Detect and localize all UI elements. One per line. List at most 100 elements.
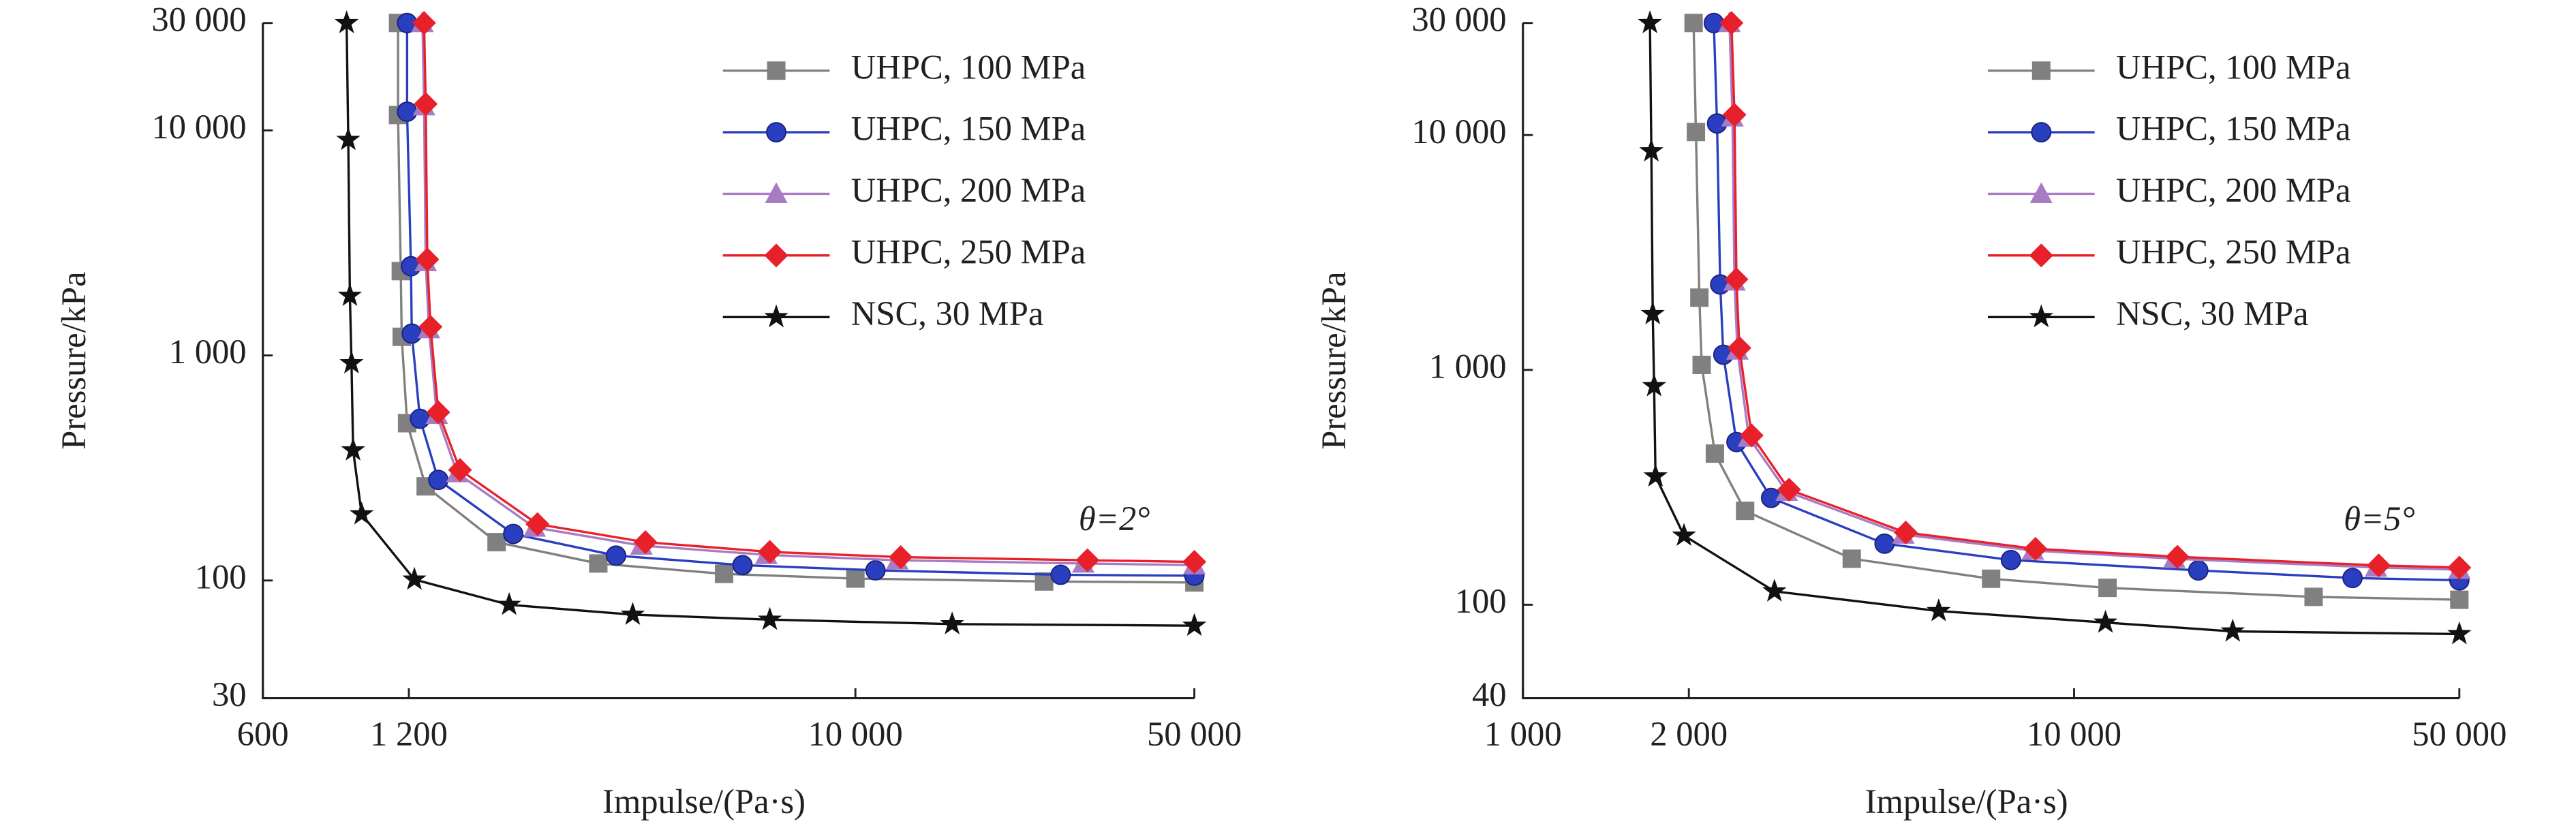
marker-circle [865,559,886,581]
x-axis-label: Impulse/(Pa·s) [1865,782,2068,820]
marker-star [497,591,521,615]
marker-star [334,10,359,33]
marker-star [757,606,782,630]
marker-square [846,569,865,588]
marker-square [714,564,733,583]
y-tick-label: 40 [1472,675,1507,713]
marker-square [1736,502,1755,521]
marker-diamond [2023,536,2048,561]
series-line [397,22,1195,584]
marker-diamond [1075,548,1100,572]
marker-diamond [1719,11,1744,35]
marker-star [402,566,427,590]
marker-circle [2342,568,2363,589]
marker-diamond [1739,423,1764,448]
marker-circle [397,102,418,122]
series [1638,10,2472,645]
marker-square [1982,569,2001,588]
marker-diamond [633,530,658,555]
marker-diamond [1893,520,1918,544]
legend-label: UHPC, 250 MPa [2116,232,2350,271]
marker-circle [503,523,524,544]
marker-star [2093,609,2118,633]
series [334,10,1207,636]
marker-star [940,611,964,634]
marker-diamond [2165,544,2190,569]
marker-circle [766,122,787,143]
marker-diamond [889,545,913,570]
legend-label: UHPC, 150 MPa [851,110,1086,148]
y-tick-label: 30 000 [151,0,246,38]
marker-star [764,304,788,328]
marker-diamond [764,243,788,268]
marker-diamond [1724,267,1749,292]
series-line [1728,22,2459,571]
marker-diamond [2029,243,2053,268]
marker-star [1762,579,1787,602]
marker-square [2304,587,2323,606]
y-tick-label: 30 000 [1411,0,1506,38]
marker-star [1640,301,1665,324]
y-tick-label: 10 000 [1411,112,1506,151]
marker-star [2029,304,2053,328]
y-tick-label: 1 000 [169,333,247,371]
x-axis-label: Impulse/(Pa·s) [602,782,806,820]
legend-label: NSC, 30 MPa [2116,294,2309,333]
marker-square [1690,288,1709,307]
marker-diamond [525,512,550,536]
legend-label: UHPC, 150 MPa [2116,110,2350,148]
marker-star [337,283,363,307]
marker-diamond [418,315,443,339]
chart-panel: 1 000 2 000 10 000 50 000 40 100 1 000 10 000 30… [1315,0,2506,820]
series [411,11,1206,574]
series [1684,14,2469,609]
series [1719,11,2472,580]
marker-square [2031,61,2051,80]
marker-diamond [1777,478,1801,502]
y-tick-label: 30 [212,675,247,713]
series-line [1713,22,2459,582]
x-tick-label: 10 000 [808,715,903,753]
x-tick-label: 600 [237,715,289,753]
marker-diamond [2447,555,2472,580]
marker-star [1638,10,1662,33]
series [397,12,1205,586]
marker-star [1182,613,1207,636]
series-line [421,22,1195,567]
marker-star [1672,523,1696,546]
marker-circle [401,323,423,344]
annotation: θ=5° [2344,499,2415,538]
marker-diamond [2366,553,2391,578]
marker-circle [2031,122,2052,143]
x-tick-label: 1 200 [370,715,448,753]
marker-diamond [758,540,782,564]
chart-panel: 600 1 200 10 000 50 000 30 100 1 000 10 000 30 0… [55,0,1242,820]
axis-frame [1522,22,2459,700]
marker-circle [606,545,626,566]
series-line [423,22,1195,564]
series [1703,12,2470,591]
series-line [345,22,1195,627]
marker-star [336,127,361,151]
marker-square [1684,14,1703,33]
marker-diamond [412,11,436,35]
marker-diamond [426,400,450,425]
legend-label: UHPC, 100 MPa [2116,48,2350,86]
marker-square [1692,355,1711,374]
y-axis-label: Pressure/kPa [55,271,93,449]
marker-circle [2000,549,2021,570]
marker-circle [732,555,753,576]
marker-diamond [448,458,472,482]
y-tick-label: 100 [195,557,247,596]
marker-square [2098,579,2117,598]
legend-label: NSC, 30 MPa [851,294,1044,333]
x-tick-label: 10 000 [2027,715,2121,753]
marker-square [2450,590,2469,609]
marker-square [1034,572,1054,591]
y-axis-label: Pressure/kPa [1315,271,1353,449]
x-tick-label: 2 000 [1650,715,1728,753]
x-tick-label: 50 000 [1147,715,1242,753]
marker-circle [1874,533,1895,554]
